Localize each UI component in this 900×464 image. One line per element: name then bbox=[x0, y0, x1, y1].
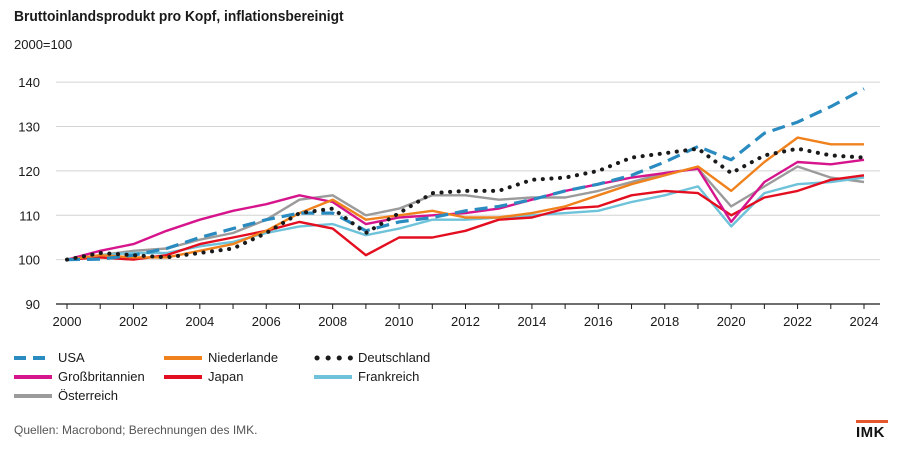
chart-unit-label: 2000=100 bbox=[14, 37, 73, 52]
legend-swatch bbox=[164, 375, 202, 379]
legend-label: USA bbox=[58, 350, 85, 365]
legend-swatch bbox=[314, 355, 354, 361]
x-tick-label: 2008 bbox=[318, 314, 347, 329]
y-tick-label: 110 bbox=[19, 208, 40, 223]
series-line-frankreich bbox=[66, 176, 865, 261]
y-tick-label: 140 bbox=[18, 75, 40, 90]
legend-swatch bbox=[314, 375, 352, 379]
legend-label: Japan bbox=[208, 369, 244, 384]
x-tick-label: 2000 bbox=[53, 314, 82, 329]
y-tick-label: 120 bbox=[18, 164, 40, 179]
series-line-großbritannien bbox=[66, 158, 865, 261]
x-tick-label: 2022 bbox=[783, 314, 812, 329]
x-tick-label: 2016 bbox=[584, 314, 613, 329]
series-line-österreich bbox=[66, 165, 865, 261]
x-tick-label: 2024 bbox=[850, 314, 879, 329]
series-line-niederlande bbox=[66, 136, 864, 261]
legend-label: Niederlande bbox=[208, 350, 279, 365]
legend-swatch bbox=[14, 356, 52, 360]
legend-label: Großbritannien bbox=[58, 369, 145, 384]
x-tick-label: 2014 bbox=[517, 314, 546, 329]
series-line-deutschland bbox=[65, 146, 866, 262]
x-tick-label: 2018 bbox=[650, 314, 679, 329]
source-note: Quellen: Macrobond; Berechnungen des IMK… bbox=[14, 423, 258, 437]
y-tick-label: 90 bbox=[26, 297, 40, 312]
y-tick-label: 130 bbox=[18, 120, 40, 135]
imk-logo: IMK bbox=[856, 424, 885, 441]
series-line-usa bbox=[66, 87, 865, 262]
legend-label: Österreich bbox=[58, 388, 118, 403]
series-line-japan bbox=[66, 174, 865, 261]
line-chart: 90 100 110 120 130 140 2000 2002 2004 2006 2008 201… bbox=[18, 75, 880, 329]
y-tick-label: 100 bbox=[18, 253, 40, 268]
x-tick-label: 2006 bbox=[252, 314, 281, 329]
x-tick-label: 2012 bbox=[451, 314, 480, 329]
x-tick-label: 2002 bbox=[119, 314, 148, 329]
x-tick-label: 2004 bbox=[185, 314, 214, 329]
legend-swatch bbox=[164, 356, 202, 360]
x-tick-label: 2020 bbox=[717, 314, 746, 329]
legend-label: Deutschland bbox=[358, 350, 431, 365]
legend-label: Frankreich bbox=[358, 369, 420, 384]
legend-swatch bbox=[14, 375, 52, 379]
chart-title: Bruttoinlandsprodukt pro Kopf, inflation… bbox=[14, 8, 344, 25]
legend-swatch bbox=[14, 394, 52, 398]
logo-accent-bar bbox=[856, 420, 888, 423]
x-tick-label: 2010 bbox=[385, 314, 414, 329]
